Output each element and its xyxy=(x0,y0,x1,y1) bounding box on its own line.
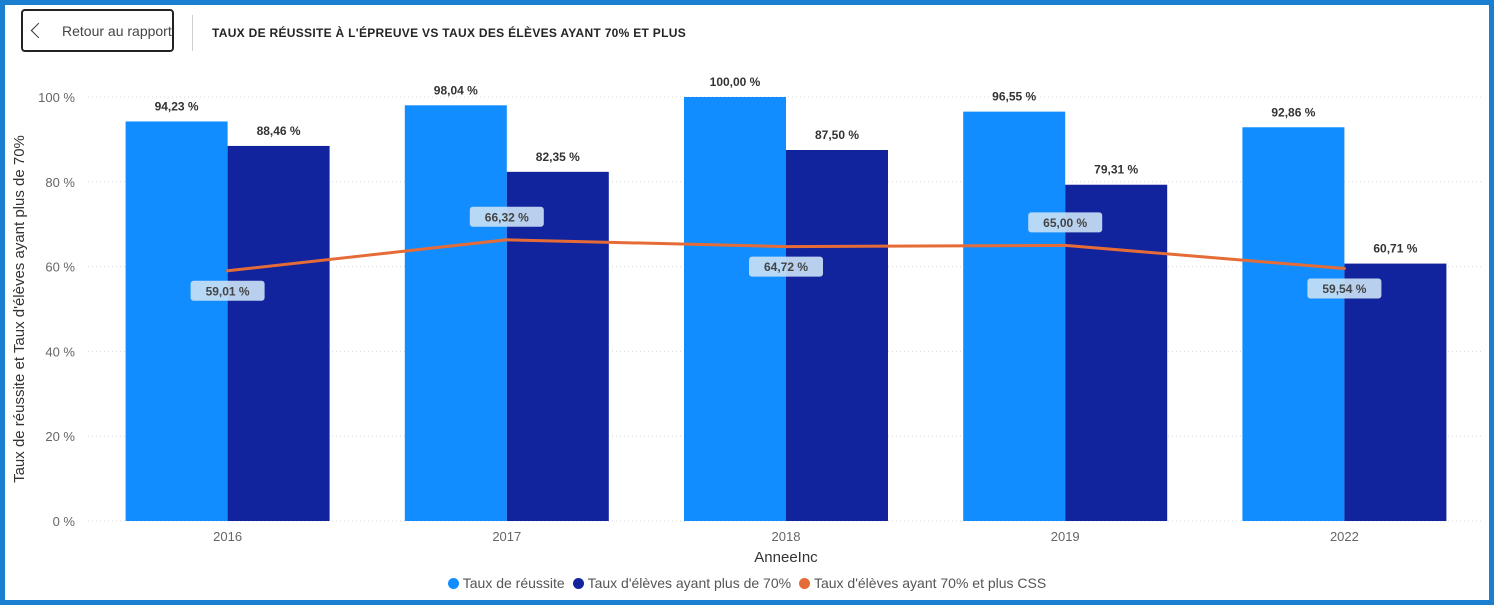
data-label-line-2019: 65,00 % xyxy=(1043,216,1087,230)
y-tick-label: 0 % xyxy=(53,514,76,529)
legend-marker-1 xyxy=(447,577,459,589)
x-tick-label: 2019 xyxy=(1051,529,1080,544)
y-tick-label: 40 % xyxy=(45,344,75,359)
bar-1-2018 xyxy=(684,97,786,521)
line-point-2019 xyxy=(1063,243,1067,247)
line-point-2018 xyxy=(784,245,788,249)
line-label-box-2016 xyxy=(190,280,265,301)
x-tick-label: 2022 xyxy=(1330,529,1359,544)
data-label-bar-1-2018: 100,00 % xyxy=(710,75,761,89)
data-label-bar-2-2017: 82,35 % xyxy=(536,150,580,164)
back-to-report-button[interactable]: Retour au rapport xyxy=(21,9,174,52)
bar-2-2018 xyxy=(786,150,888,521)
line-point-2017 xyxy=(505,238,509,242)
legend-label-2: Taux d'élèves ayant plus de 70% xyxy=(587,575,792,591)
y-tick-label: 80 % xyxy=(45,175,75,190)
y-tick-label: 100 % xyxy=(38,90,75,105)
data-label-bar-2-2019: 79,31 % xyxy=(1094,163,1138,177)
legend-item-1[interactable]: Taux de réussite xyxy=(447,575,565,591)
line-label-box-2018 xyxy=(749,256,823,277)
back-button-label: Retour au rapport xyxy=(62,22,172,39)
x-axis-title: AnneeInc xyxy=(754,549,818,566)
y-axis-title: Taux de réussite et Taux d'élèves ayant … xyxy=(11,135,28,483)
bar-2-2016 xyxy=(227,145,330,521)
bar-1-2017 xyxy=(404,105,507,522)
x-tick-label: 2018 xyxy=(772,529,801,544)
y-tick-label: 60 % xyxy=(45,260,75,275)
legend-item-3[interactable]: Taux d'élèves ayant 70% et plus CSS xyxy=(798,575,1047,591)
bar-2-2022 xyxy=(1344,263,1447,521)
x-tick-label: 2017 xyxy=(492,529,521,544)
header-divider xyxy=(192,15,193,51)
data-label-bar-1-2016: 94,23 % xyxy=(155,99,199,113)
legend-marker-2 xyxy=(572,577,584,589)
data-label-line-2018: 64,72 % xyxy=(764,260,808,274)
chart-title: TAUX DE RÉUSSITE À L'ÉPREUVE VS TAUX DES… xyxy=(212,26,687,40)
bar-2-2019 xyxy=(1065,184,1168,522)
legend-item-2[interactable]: Taux d'élèves ayant plus de 70% xyxy=(572,575,792,591)
line-label-box-2019 xyxy=(1028,212,1103,233)
line-label-box-2022 xyxy=(1307,278,1382,299)
data-label-bar-1-2019: 96,55 % xyxy=(992,90,1036,104)
data-label-bar-1-2017: 98,04 % xyxy=(434,83,478,97)
legend-marker-3 xyxy=(798,577,810,589)
data-label-bar-2-2022: 60,71 % xyxy=(1373,242,1417,256)
line-point-2022 xyxy=(1342,267,1346,271)
combo-chart: 0 % 20 % 40 % 60 % 80 % 100 % Taux de réussite… xyxy=(11,75,1484,566)
bar-1-2019 xyxy=(963,111,1066,522)
line-point-2016 xyxy=(226,269,230,273)
data-label-line-2016: 59,01 % xyxy=(206,284,250,298)
data-label-line-2022: 59,54 % xyxy=(1322,282,1366,296)
bar-2-2017 xyxy=(506,171,609,521)
y-tick-label: 20 % xyxy=(45,429,75,444)
data-label-bar-1-2022: 92,86 % xyxy=(1271,105,1315,119)
legend-label-3: Taux d'élèves ayant 70% et plus CSS xyxy=(813,575,1047,591)
data-label-bar-2-2018: 87,50 % xyxy=(815,128,859,142)
data-label-bar-2-2016: 88,46 % xyxy=(257,124,301,138)
chart-legend: Taux de réussite Taux d'élèves ayant plu… xyxy=(5,575,1489,592)
x-tick-label: 2016 xyxy=(213,529,242,544)
bar-1-2022 xyxy=(1242,127,1345,522)
legend-label-1: Taux de réussite xyxy=(462,575,565,591)
bar-1-2016 xyxy=(125,121,228,522)
report-frame: Retour au rapport TAUX DE RÉUSSITE À L'É… xyxy=(5,5,1489,600)
data-label-line-2017: 66,32 % xyxy=(485,210,529,224)
line-label-box-2017 xyxy=(469,206,544,227)
